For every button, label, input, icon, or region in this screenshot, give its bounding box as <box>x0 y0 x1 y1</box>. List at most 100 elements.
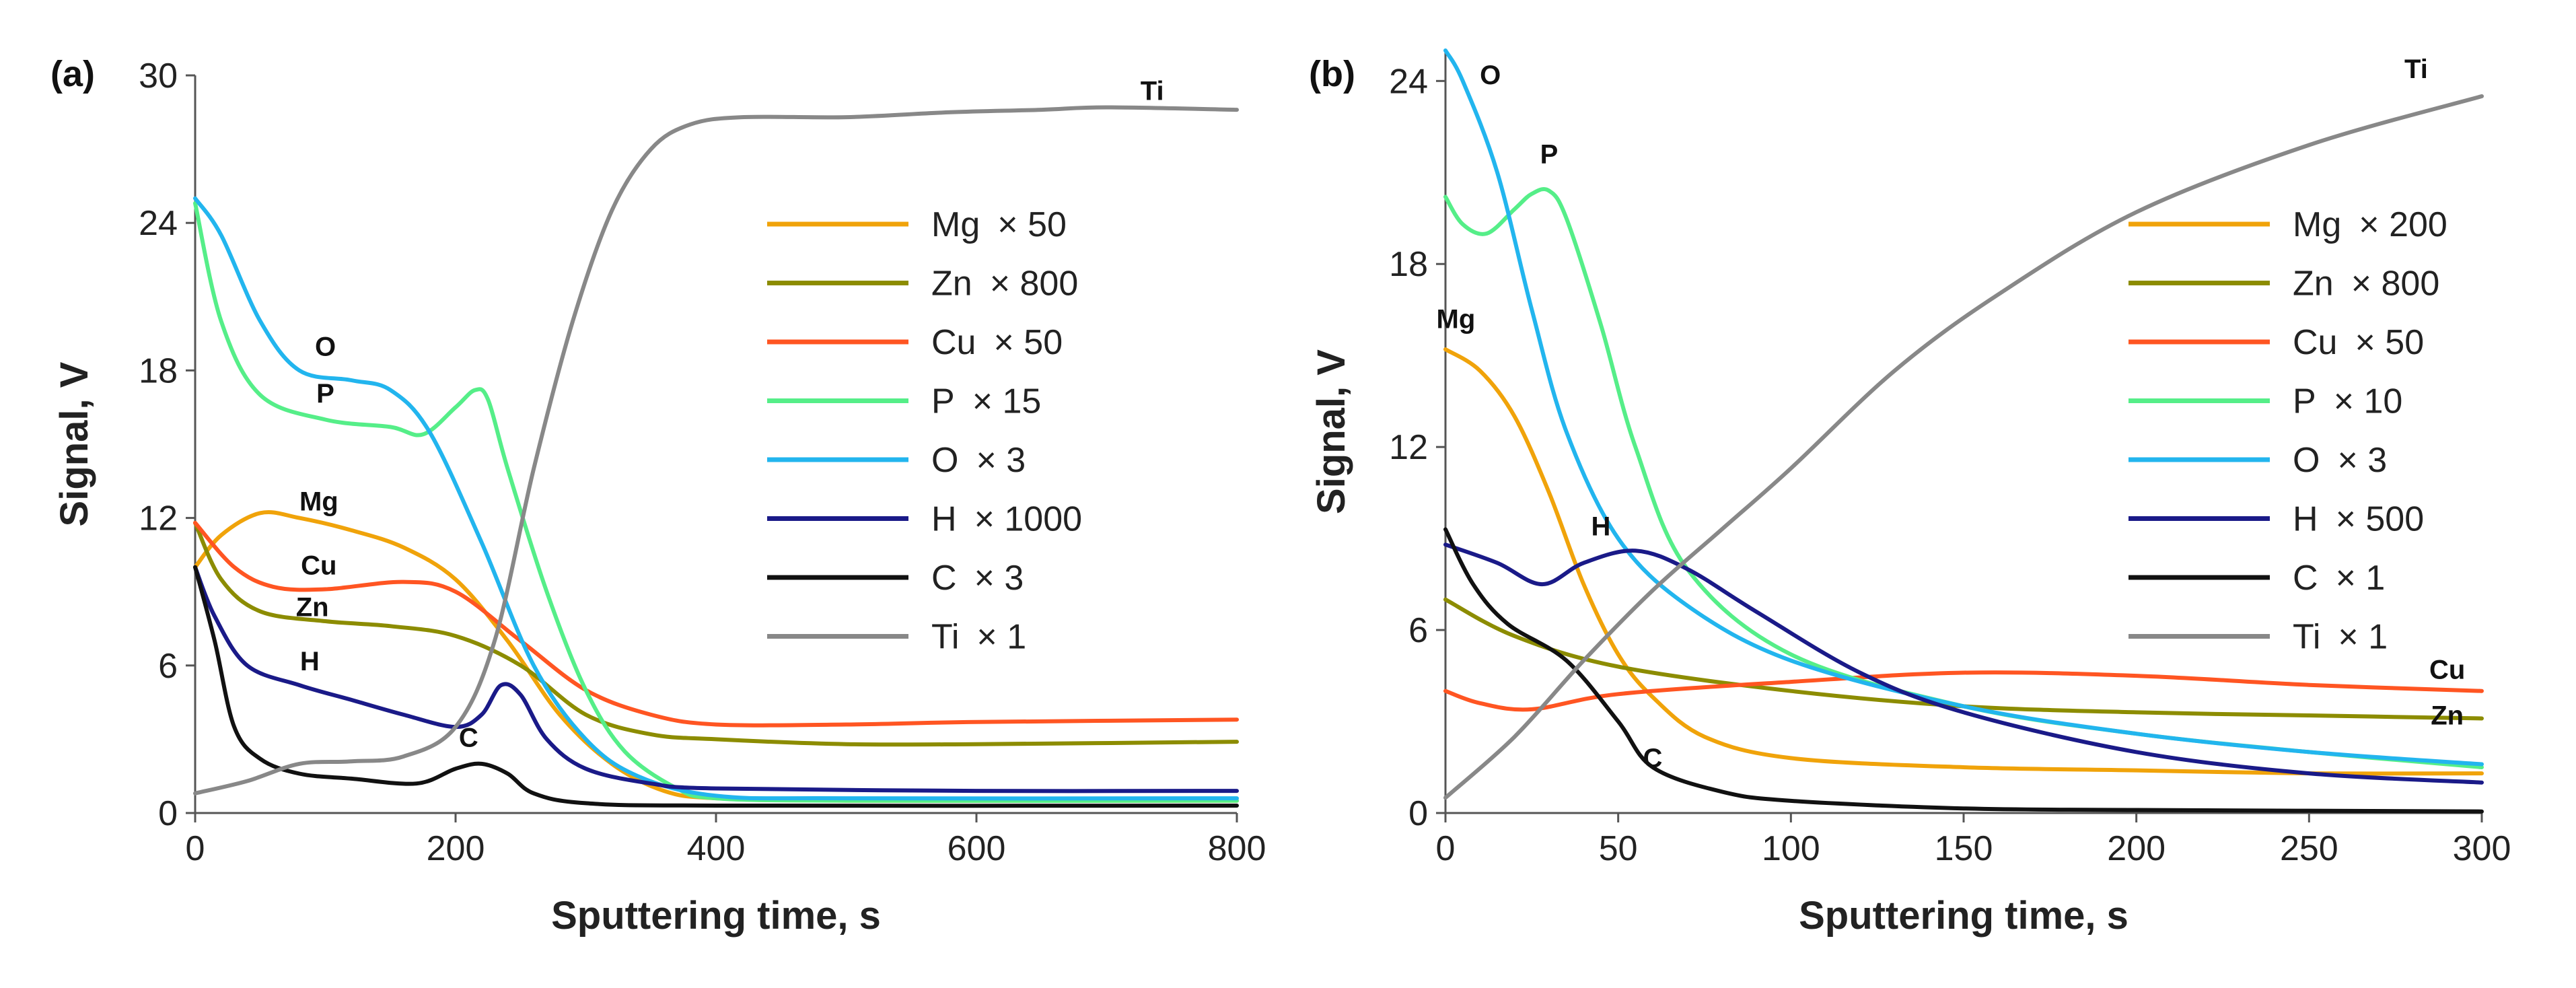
curve-label-mg: Mg <box>299 487 338 517</box>
x-tick-label: 0 <box>1436 829 1456 868</box>
legend-series-name: P <box>931 382 955 421</box>
legend-series-name: Ti <box>931 618 959 657</box>
x-tick-label: 0 <box>186 829 205 868</box>
legend-entry-ti: Ti × 1 <box>2293 618 2388 657</box>
curve-label-ti: Ti <box>2404 55 2428 84</box>
curve-label-o: O <box>315 332 336 361</box>
curve-label-mg: Mg <box>1437 304 1476 334</box>
x-tick-label: 250 <box>2280 829 2338 868</box>
x-tick-label: 150 <box>1935 829 1993 868</box>
y-tick-label: 0 <box>1408 794 1428 833</box>
curve-label-p: P <box>1540 140 1559 170</box>
x-tick-label: 600 <box>947 829 1006 868</box>
legend-multiplier: × 800 <box>990 264 1079 304</box>
x-axis-title: Sputtering time, s <box>551 894 881 938</box>
legend-entry-cu: Cu × 50 <box>2293 323 2424 362</box>
curve-label-h: H <box>300 647 320 676</box>
x-axis-title: Sputtering time, s <box>1799 894 2128 938</box>
x-tick-label: 300 <box>2453 829 2511 868</box>
curve-label-c: C <box>459 723 478 752</box>
legend-series-name: Cu <box>2293 323 2337 362</box>
panel-label: (b) <box>1309 54 1355 94</box>
series-line-c <box>1443 527 2484 814</box>
series-line-ti <box>193 105 1239 796</box>
x-tick-label: 50 <box>1599 829 1638 868</box>
x-tick-label: 200 <box>2107 829 2166 868</box>
y-tick-label: 24 <box>1389 62 1428 101</box>
legend-series-name: O <box>931 441 958 480</box>
legend-multiplier: × 1 <box>2336 559 2386 598</box>
y-axis-title: Signal, V <box>1310 349 1353 514</box>
legend-multiplier: × 500 <box>2336 500 2425 539</box>
legend-multiplier: × 200 <box>2359 205 2447 244</box>
legend-multiplier: × 1 <box>976 618 1026 657</box>
y-tick-label: 12 <box>139 499 178 538</box>
curve-label-c: C <box>1643 744 1663 773</box>
legend-series-name: C <box>2293 559 2318 598</box>
legend-series-name: Cu <box>931 323 976 362</box>
series-line-ti <box>1443 94 2484 800</box>
legend-multiplier: × 3 <box>974 559 1024 598</box>
curve-label-zn: Zn <box>296 593 329 623</box>
curve-label-zn: Zn <box>2431 701 2464 731</box>
legend-series-name: O <box>2293 441 2320 480</box>
series-line-zn <box>1443 597 2484 721</box>
legend-series-name: Zn <box>2293 264 2334 304</box>
series-line-h <box>193 565 1239 793</box>
legend-multiplier: × 1 <box>2338 618 2388 657</box>
series-line-o <box>1443 48 2484 767</box>
legend-entry-h: H × 500 <box>2293 500 2424 539</box>
y-tick-label: 18 <box>1389 245 1428 284</box>
y-tick-label: 24 <box>139 204 178 243</box>
y-tick-label: 6 <box>158 647 178 686</box>
x-tick-label: 200 <box>427 829 485 868</box>
legend-series-name: Mg <box>931 205 980 244</box>
legend-entry-cu: Cu × 50 <box>931 323 1063 362</box>
curve-label-o: O <box>1480 61 1501 90</box>
y-tick-label: 12 <box>1389 428 1428 467</box>
curve-label-ti: Ti <box>1141 77 1164 106</box>
legend-entry-p: P × 15 <box>931 382 1041 421</box>
y-tick-label: 0 <box>158 794 178 833</box>
legend-entry-o: O × 3 <box>2293 441 2387 480</box>
legend-multiplier: × 50 <box>993 323 1063 362</box>
legend-multiplier: × 50 <box>997 205 1067 244</box>
legend-series-name: Zn <box>931 264 972 304</box>
legend-entry-mg: Mg × 50 <box>931 205 1067 244</box>
legend-series-name: C <box>931 559 957 598</box>
legend-series-name: H <box>2293 500 2318 539</box>
curve-label-p: P <box>316 379 334 409</box>
series-line-cu <box>193 520 1239 728</box>
x-tick-label: 100 <box>1762 829 1820 868</box>
legend-entry-mg: Mg × 200 <box>2293 205 2447 244</box>
series-line-o <box>193 196 1239 801</box>
chart-panel-a: 0 200 400 600 800 0 6 12 18 24 30 Sputtering time, … <box>50 54 1266 938</box>
legend-multiplier: × 3 <box>976 441 1026 480</box>
legend-entry-zn: Zn × 800 <box>931 264 1078 304</box>
legend-entry-h: H × 1000 <box>931 500 1082 539</box>
series-line-zn <box>193 520 1239 747</box>
curve-label-cu: Cu <box>301 551 336 581</box>
legend-multiplier: × 15 <box>972 382 1042 421</box>
y-tick-label: 18 <box>139 351 178 390</box>
legend-multiplier: × 10 <box>2334 382 2403 421</box>
y-tick-label: 6 <box>1408 611 1428 650</box>
series-line-c <box>193 565 1239 808</box>
panel-label: (a) <box>50 54 95 94</box>
legend-entry-c: C × 1 <box>2293 559 2385 598</box>
y-axis-title: Signal, V <box>52 361 96 526</box>
legend-series-name: P <box>2293 382 2316 421</box>
legend: Mg × 50 Zn × 800 Cu × 50 P × 15 O × 3 H × 1000 C × 3 T… <box>767 205 1082 657</box>
x-tick-label: 400 <box>687 829 746 868</box>
legend-multiplier: × 3 <box>2337 441 2387 480</box>
legend-entry-c: C × 3 <box>931 559 1024 598</box>
legend-entry-ti: Ti × 1 <box>931 618 1026 657</box>
curve-label-h: H <box>1591 512 1611 542</box>
legend-entry-o: O × 3 <box>931 441 1026 480</box>
chart-panel-b: 0 50 100 150 200 250 300 0 6 12 18 24 Sputtering tim… <box>1309 48 2511 938</box>
y-tick-label: 30 <box>139 57 178 96</box>
legend-multiplier: × 50 <box>2355 323 2424 362</box>
legend-multiplier: × 1000 <box>974 500 1083 539</box>
